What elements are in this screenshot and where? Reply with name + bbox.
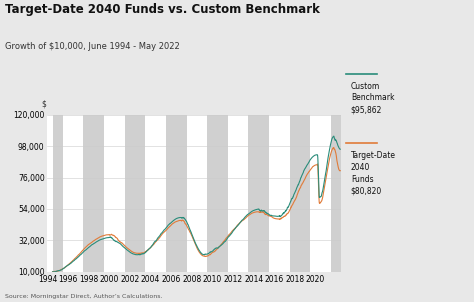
Bar: [125, 115, 146, 272]
Bar: [83, 115, 104, 272]
Bar: [331, 115, 341, 272]
Text: Target-Date 2040 Funds vs. Custom Benchmark: Target-Date 2040 Funds vs. Custom Benchm…: [5, 3, 319, 16]
Text: Target-Date
2040
Funds
$80,820: Target-Date 2040 Funds $80,820: [351, 151, 396, 195]
Bar: [166, 115, 187, 272]
Text: Source: Morningstar Direct, Author’s Calculations.: Source: Morningstar Direct, Author’s Cal…: [5, 294, 162, 299]
Text: Custom
Benchmark
$95,862: Custom Benchmark $95,862: [351, 82, 394, 114]
Text: Growth of $10,000, June 1994 - May 2022: Growth of $10,000, June 1994 - May 2022: [5, 42, 180, 51]
Bar: [248, 115, 269, 272]
Bar: [207, 115, 228, 272]
Bar: [53, 115, 63, 272]
Bar: [290, 115, 310, 272]
Text: $: $: [41, 99, 46, 108]
